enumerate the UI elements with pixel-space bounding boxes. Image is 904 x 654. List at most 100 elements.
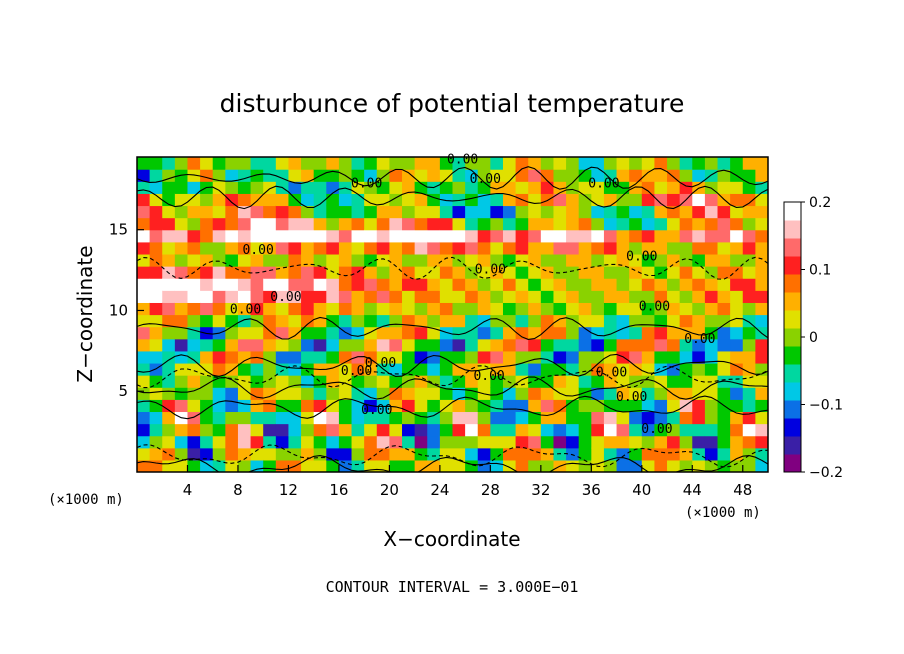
heatmap-cell	[364, 302, 378, 316]
heatmap-cell	[162, 314, 176, 328]
heatmap-cell	[263, 290, 277, 303]
heatmap-cell	[629, 290, 643, 303]
heatmap-cell	[704, 350, 719, 364]
heatmap-cell	[313, 157, 327, 170]
heatmap-cell	[578, 241, 592, 255]
heatmap-cell	[591, 217, 605, 231]
heatmap-cell	[162, 157, 176, 170]
heatmap-cell	[641, 278, 656, 291]
heatmap-cell	[389, 375, 403, 388]
heatmap-cell	[376, 399, 390, 413]
heatmap-cell	[717, 241, 731, 255]
heatmap-cell	[641, 375, 656, 388]
heatmap-cell	[212, 399, 226, 413]
heatmap-cell	[402, 459, 416, 472]
heatmap-cell	[528, 278, 542, 291]
heatmap-cell	[263, 338, 277, 352]
heatmap-cell	[591, 229, 605, 243]
heatmap-cell	[667, 338, 681, 352]
heatmap-cell	[540, 205, 555, 219]
heatmap-cell	[641, 205, 656, 219]
heatmap-cell	[667, 266, 681, 279]
heatmap-cell	[566, 253, 580, 267]
heatmap-cell	[301, 459, 315, 472]
heatmap-cell	[452, 217, 466, 231]
heatmap-cell	[149, 266, 163, 279]
x-tick-label: 24	[430, 481, 449, 499]
heatmap-cell	[528, 253, 542, 267]
heatmap-cell	[717, 253, 731, 267]
colorbar-swatch	[784, 238, 801, 257]
heatmap-cell	[237, 447, 252, 461]
heatmap-cell	[313, 278, 327, 291]
heatmap-cell	[591, 193, 605, 207]
heatmap-cell	[414, 362, 428, 376]
heatmap-cell	[578, 181, 592, 194]
heatmap-cell	[364, 241, 378, 255]
heatmap-cell	[452, 387, 466, 400]
heatmap-cell	[704, 314, 719, 328]
heatmap-cell	[515, 375, 529, 388]
heatmap-cell	[578, 253, 592, 267]
heatmap-cell	[376, 411, 390, 425]
heatmap-cell	[174, 302, 189, 316]
heatmap-cell	[603, 314, 618, 328]
heatmap-cell	[692, 253, 706, 267]
heatmap-cell	[288, 338, 302, 352]
heatmap-cell	[591, 290, 605, 303]
heatmap-cell	[225, 326, 239, 340]
heatmap-cell	[427, 229, 441, 243]
heatmap-cell	[364, 338, 378, 352]
heatmap-cell	[490, 241, 504, 255]
heatmap-cell	[540, 217, 555, 231]
heatmap-cell	[679, 169, 693, 182]
heatmap-cell	[427, 290, 441, 303]
heatmap-cell	[679, 205, 693, 219]
heatmap-cell	[477, 375, 491, 388]
x-tick-label: 8	[233, 481, 243, 499]
heatmap-cell	[439, 169, 454, 182]
heatmap-cell	[263, 193, 277, 207]
heatmap-cell	[603, 435, 618, 449]
heatmap-cell	[502, 411, 517, 425]
heatmap-cell	[717, 387, 731, 400]
heatmap-cell	[515, 278, 529, 291]
heatmap-cell	[439, 362, 454, 376]
heatmap-cell	[692, 459, 706, 472]
heatmap-cell	[490, 314, 504, 328]
heatmap-cell	[364, 314, 378, 328]
heatmap-cell	[263, 435, 277, 449]
heatmap-cell	[275, 229, 290, 243]
heatmap-cell	[414, 169, 428, 182]
heatmap-cell	[364, 375, 378, 388]
heatmap-cell	[162, 217, 176, 231]
heatmap-cell	[137, 302, 151, 316]
heatmap-cell	[212, 241, 226, 255]
heatmap-cell	[692, 362, 706, 376]
heatmap-cell	[755, 278, 768, 291]
heatmap-cell	[528, 399, 542, 413]
heatmap-cell	[225, 375, 239, 388]
heatmap-cell	[250, 229, 264, 243]
heatmap-cell	[187, 423, 201, 437]
heatmap-cell	[439, 387, 454, 400]
heatmap-cell	[288, 241, 302, 255]
heatmap-cell	[200, 375, 214, 388]
heatmap-cell	[364, 435, 378, 449]
heatmap-cell	[389, 423, 403, 437]
heatmap-cell	[149, 338, 163, 352]
heatmap-cell	[616, 229, 630, 243]
heatmap-cell	[250, 253, 264, 267]
heatmap-cell	[212, 447, 226, 461]
heatmap-cell	[566, 362, 580, 376]
heatmap-cell	[553, 435, 567, 449]
heatmap-cell	[528, 423, 542, 437]
heatmap-cell	[263, 181, 277, 194]
heatmap-cell	[667, 326, 681, 340]
heatmap-cell	[616, 157, 630, 170]
heatmap-cell	[704, 338, 719, 352]
heatmap-cell	[275, 205, 290, 219]
heatmap-cell	[301, 169, 315, 182]
heatmap-cell	[553, 314, 567, 328]
